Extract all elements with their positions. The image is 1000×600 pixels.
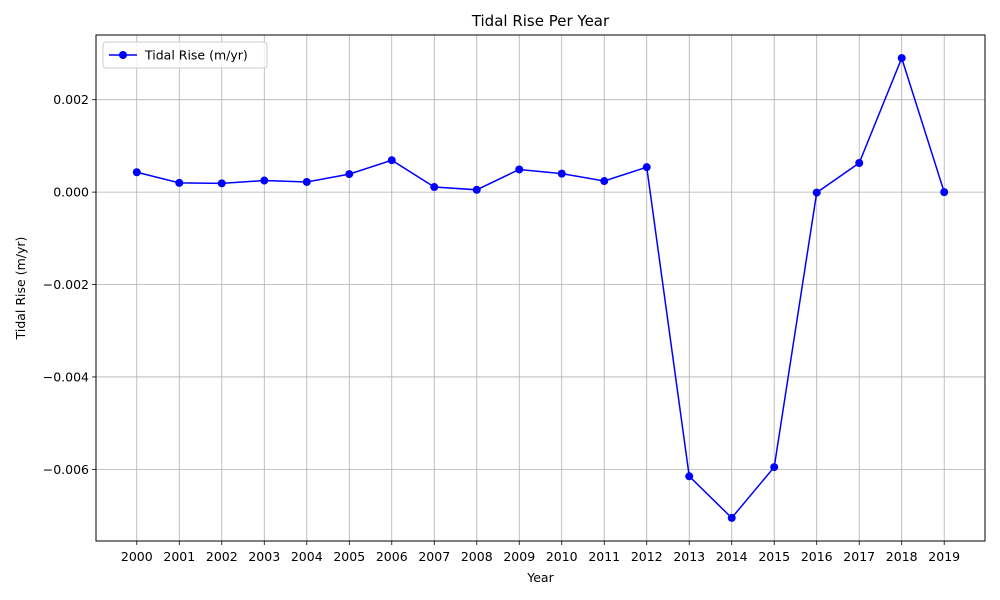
ticks: 2000 2001 2002 2003 2004 2005 2006 2007 2008 2009…	[43, 92, 960, 564]
legend-entry-label: Tidal Rise (m/yr)	[144, 48, 248, 63]
legend: Tidal Rise (m/yr)	[102, 41, 268, 69]
data-point	[217, 179, 226, 188]
y-axis-label: Tidal Rise (m/yr)	[13, 237, 28, 341]
data-point	[260, 176, 269, 185]
x-tick-label: 2008	[461, 549, 493, 564]
data-point	[940, 188, 949, 197]
series	[132, 54, 949, 522]
x-tick-label: 2001	[163, 549, 195, 564]
x-tick-label: 2013	[673, 549, 705, 564]
y-tick-label: 0.002	[53, 92, 89, 107]
data-point	[515, 165, 524, 174]
data-point	[132, 168, 141, 177]
data-point	[642, 163, 651, 172]
x-tick-label: 2004	[291, 549, 323, 564]
data-point	[430, 183, 439, 192]
x-tick-label: 2011	[588, 549, 620, 564]
x-tick-label: 2003	[248, 549, 280, 564]
x-tick-label: 2010	[546, 549, 578, 564]
x-tick-label: 2006	[376, 549, 408, 564]
data-point	[855, 159, 864, 168]
x-tick-label: 2002	[206, 549, 238, 564]
data-point	[387, 156, 396, 165]
data-point	[345, 170, 354, 179]
data-point	[727, 513, 736, 522]
x-axis-label: Year	[526, 570, 554, 585]
y-tick-label: −0.006	[43, 462, 89, 477]
series-line	[136, 55, 945, 519]
data-point	[302, 177, 311, 186]
legend-box	[102, 41, 268, 69]
data-point	[600, 177, 609, 186]
data-point	[812, 188, 821, 197]
x-tick-label: 2005	[333, 549, 365, 564]
x-tick-label: 2009	[503, 549, 535, 564]
data-point	[897, 54, 906, 63]
x-tick-label: 2016	[801, 549, 833, 564]
data-point	[175, 178, 184, 187]
data-point	[472, 185, 481, 194]
y-tick-label: −0.002	[43, 277, 89, 292]
x-tick-label: 2018	[886, 549, 918, 564]
x-tick-label: 2012	[631, 549, 663, 564]
x-tick-label: 2000	[121, 549, 153, 564]
plot-frame	[95, 34, 986, 542]
data-point	[770, 463, 779, 472]
data-point	[685, 472, 694, 481]
x-tick-label: 2019	[928, 549, 960, 564]
x-tick-label: 2007	[418, 549, 450, 564]
grid	[96, 35, 985, 541]
y-tick-label: 0.000	[53, 185, 89, 200]
x-tick-label: 2015	[758, 549, 790, 564]
x-tick-label: 2014	[716, 549, 748, 564]
legend-marker-swatch	[119, 51, 127, 59]
y-tick-label: −0.004	[43, 369, 89, 384]
data-point	[557, 169, 566, 178]
chart-title: Tidal Rise Per Year	[471, 12, 610, 30]
x-tick-label: 2017	[843, 549, 875, 564]
